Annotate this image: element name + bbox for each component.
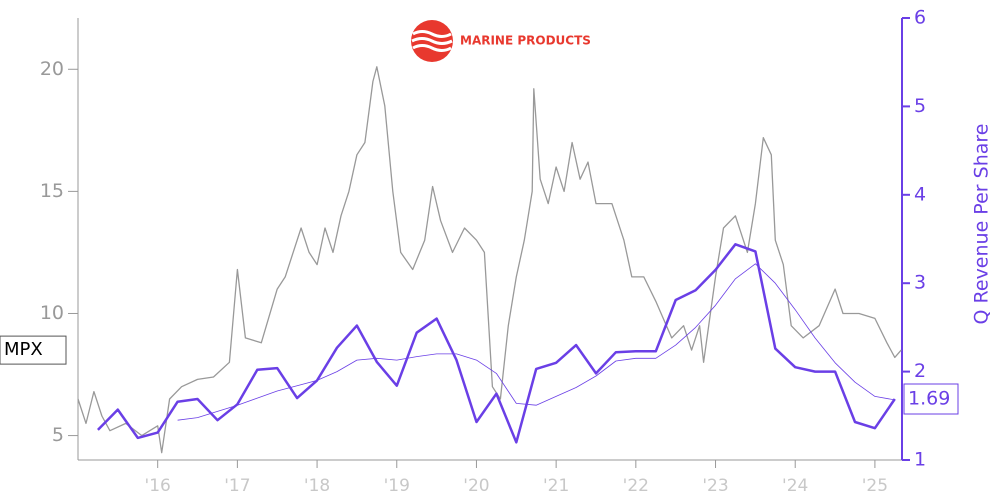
logo: MARINE PRODUCTS (411, 20, 591, 62)
logo-waves (411, 30, 453, 52)
y2-tick-label: 1 (914, 449, 926, 471)
y-tick-label: 15 (40, 180, 64, 202)
value-tag-box (903, 383, 959, 415)
x-tick-label: '19 (384, 476, 410, 496)
x-tick-label: '23 (702, 476, 728, 496)
y2-tick-label: 4 (914, 183, 926, 205)
logo-text: MARINE PRODUCTS (460, 34, 591, 48)
x-tick-label: '17 (224, 476, 250, 496)
series-line (177, 263, 895, 421)
price-tag-box (0, 335, 67, 365)
x-tick-label: '16 (145, 476, 171, 496)
y-tick-label: 20 (40, 58, 64, 80)
x-tick-label: '24 (782, 476, 808, 496)
x-tick-label: '22 (623, 476, 649, 496)
y2-tick-label: 6 (914, 7, 926, 29)
y2-tick-label: 2 (914, 360, 926, 382)
x-tick-label: '25 (862, 476, 888, 496)
y2-axis-label: Q Revenue Per Share (971, 124, 993, 325)
series-line (77, 66, 902, 454)
y2-tick-label: 5 (914, 95, 926, 117)
y-tick-label: 10 (40, 302, 64, 324)
value-tag: 1.69 (908, 388, 950, 410)
x-tick-label: '20 (463, 476, 489, 496)
x-tick-label: '18 (304, 476, 330, 496)
price-tag: MPX (4, 339, 43, 360)
y-tick-label: 5 (52, 424, 64, 446)
x-tick-label: '21 (543, 476, 569, 496)
series-line (97, 243, 896, 444)
y2-tick-label: 3 (914, 272, 926, 294)
